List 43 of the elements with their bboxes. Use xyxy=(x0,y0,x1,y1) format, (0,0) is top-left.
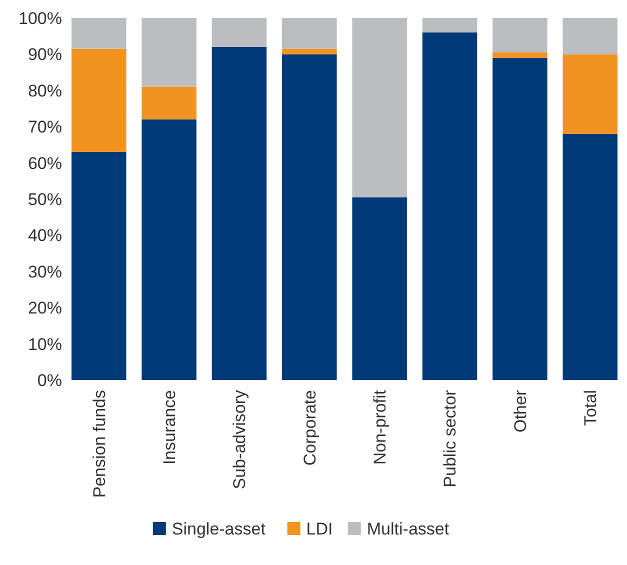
y-tick-label: 20% xyxy=(28,298,62,318)
y-tick-label: 30% xyxy=(28,262,62,282)
legend-label: Single-asset xyxy=(172,519,266,538)
y-tick-label: 90% xyxy=(28,45,62,64)
y-tick-label: 10% xyxy=(28,334,62,354)
legend-label: LDI xyxy=(306,519,333,538)
y-tick-label: 50% xyxy=(28,190,62,209)
bar xyxy=(492,58,548,380)
bar xyxy=(422,32,478,380)
bar xyxy=(492,18,548,52)
bar xyxy=(212,46,267,380)
y-tick-label: 80% xyxy=(28,81,62,100)
x-tick-label: Public sector xyxy=(440,390,460,488)
bar xyxy=(492,52,548,58)
bar xyxy=(562,134,618,380)
bar xyxy=(282,48,337,54)
legend-label: Multi-asset xyxy=(366,519,450,538)
bar xyxy=(72,48,126,152)
bar xyxy=(562,18,618,54)
y-tick-label: 40% xyxy=(28,226,62,246)
x-tick-label: Pension funds xyxy=(90,390,109,498)
x-tick-label: Corporate xyxy=(300,390,320,466)
bar xyxy=(422,18,478,32)
y-tick-label: 100% xyxy=(18,8,62,28)
y-tick-label: 0% xyxy=(37,370,62,390)
bar xyxy=(72,152,126,380)
x-tick-label: Other xyxy=(510,390,530,433)
bar xyxy=(562,54,618,134)
bar xyxy=(282,54,337,380)
bar xyxy=(212,18,267,47)
bar xyxy=(352,18,407,198)
x-tick-label: Total xyxy=(581,390,600,426)
y-tick-label: 60% xyxy=(28,154,62,173)
x-tick-label: Non-profit xyxy=(370,390,390,465)
bar xyxy=(352,197,407,380)
bar xyxy=(282,18,337,49)
bar xyxy=(72,18,126,49)
y-tick-label: 70% xyxy=(28,118,62,137)
bar xyxy=(142,18,196,87)
bar xyxy=(142,86,196,120)
x-tick-label: Insurance xyxy=(160,390,180,465)
x-tick-label: Sub-advisory xyxy=(230,390,250,490)
bar xyxy=(142,119,196,380)
